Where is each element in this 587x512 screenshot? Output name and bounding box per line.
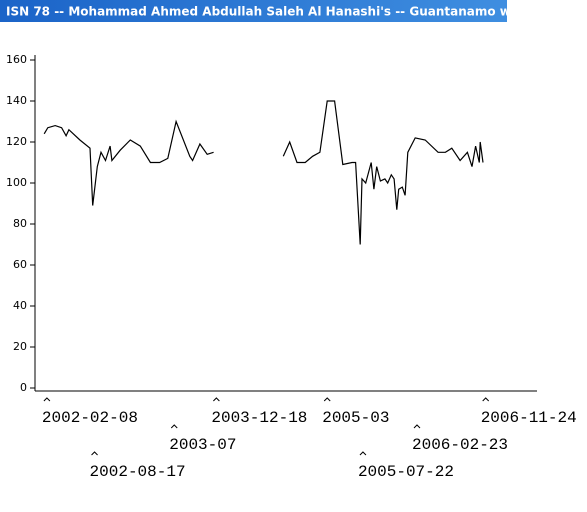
- x-tick-label: 2005-03: [322, 409, 389, 427]
- title-banner: [0, 0, 507, 22]
- weight-line: [43, 100, 484, 245]
- x-tick-label: 2003-12-18: [211, 409, 307, 427]
- y-tick-label: 60: [13, 258, 27, 271]
- y-tick-label: 20: [13, 340, 27, 353]
- x-tick-label: 2006-02-23: [412, 436, 508, 454]
- x-tick-caret: [170, 424, 178, 429]
- y-tick-label: 140: [6, 94, 27, 107]
- x-tick-caret: [323, 397, 331, 402]
- x-tick-caret: [43, 397, 51, 402]
- x-tick-caret: [482, 397, 490, 402]
- x-tick-label: 2002-02-08: [42, 409, 138, 427]
- y-tick-label: 160: [6, 53, 27, 66]
- y-tick-label: 80: [13, 217, 27, 230]
- x-tick-label: 2003-07: [169, 436, 236, 454]
- chart-title: ISN 78 -- Mohammad Ahmed Abdullah Saleh …: [6, 5, 553, 19]
- x-tick-caret: [359, 451, 367, 456]
- x-tick-caret: [91, 451, 98, 456]
- y-tick-label: 100: [6, 176, 27, 189]
- x-tick-caret: [413, 424, 421, 429]
- x-tick-label: 2002-08-17: [90, 463, 186, 481]
- x-tick-label: 2006-11-24: [481, 409, 577, 427]
- x-tick-label: 2005-07-22: [358, 463, 454, 481]
- y-tick-label: 120: [6, 135, 27, 148]
- x-tick-caret: [213, 397, 220, 402]
- y-tick-label: 0: [20, 381, 27, 394]
- y-tick-label: 40: [13, 299, 27, 312]
